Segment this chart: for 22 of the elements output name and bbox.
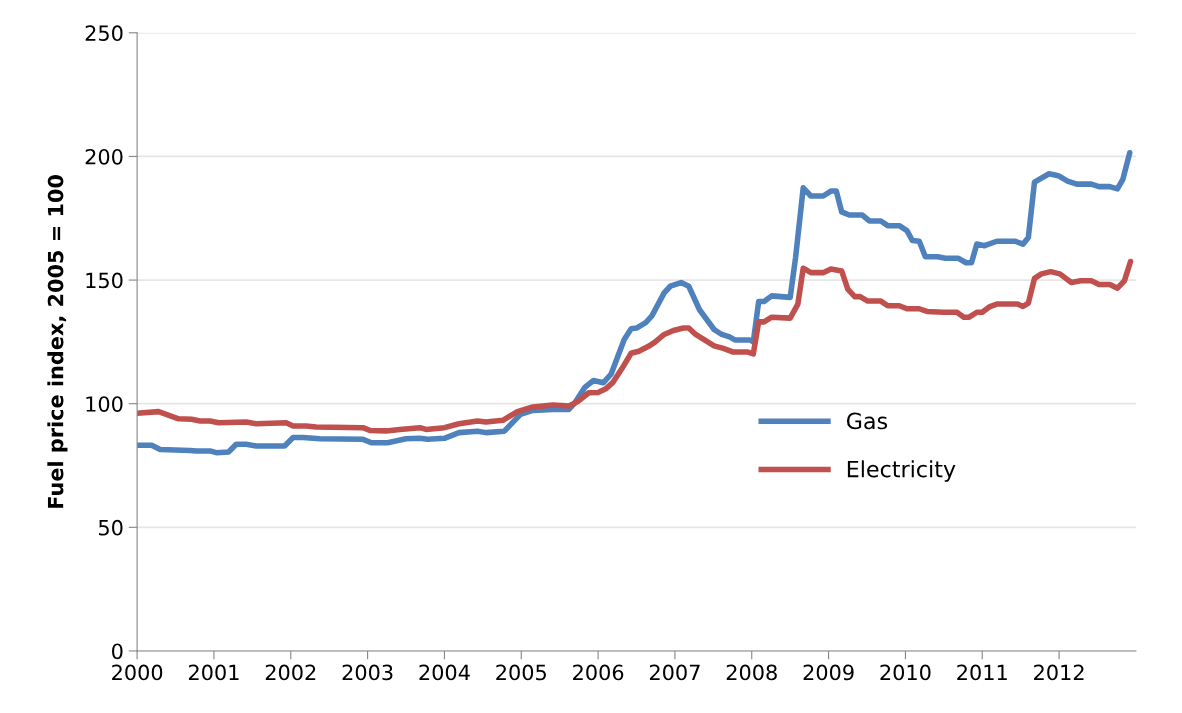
y-tick-label: 100 bbox=[86, 396, 123, 412]
x-tick-label: 2004 bbox=[419, 664, 470, 681]
x-tick-label: 2000 bbox=[112, 664, 163, 681]
x-tick-label: 2001 bbox=[188, 664, 239, 681]
x-tick-label: 2012 bbox=[1034, 664, 1084, 681]
y-axis-title: Fuel price index, 2005 = 100 bbox=[47, 175, 68, 508]
legend-label: Electricity bbox=[847, 460, 956, 482]
y-tick-label: 0 bbox=[112, 643, 123, 660]
y-tick-label: 150 bbox=[86, 272, 123, 289]
y-tick-label: 250 bbox=[85, 25, 123, 42]
x-tick-label: 2005 bbox=[496, 664, 546, 681]
x-tick-label: 2011 bbox=[957, 664, 1007, 681]
y-tick-label: 50 bbox=[99, 519, 123, 536]
x-tick-label: 2003 bbox=[342, 664, 393, 681]
x-tick-label: 2010 bbox=[880, 664, 931, 681]
x-tick-label: 2009 bbox=[803, 664, 854, 681]
x-tick-label: 2007 bbox=[649, 664, 700, 681]
x-tick-label: 2008 bbox=[726, 664, 777, 681]
y-tick-label: 200 bbox=[85, 148, 123, 165]
legend-label: Gas bbox=[846, 412, 888, 430]
x-tick-label: 2002 bbox=[265, 664, 316, 681]
x-tick-label: 2006 bbox=[573, 664, 624, 681]
